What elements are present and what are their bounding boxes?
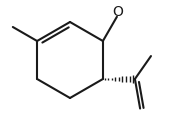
Text: O: O	[112, 5, 123, 19]
